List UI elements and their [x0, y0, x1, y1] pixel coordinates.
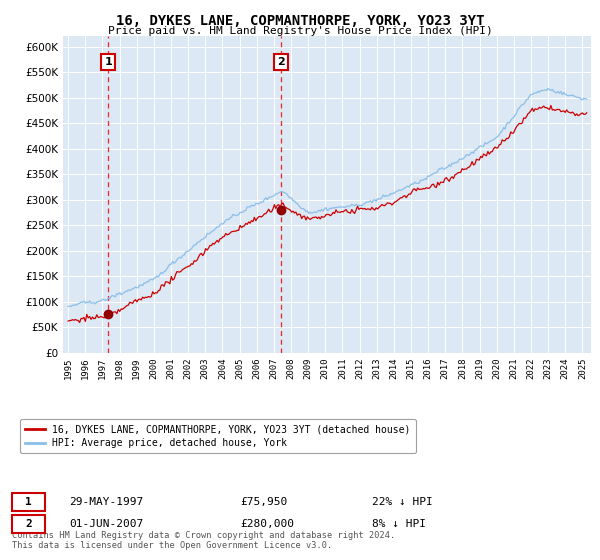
Text: 16, DYKES LANE, COPMANTHORPE, YORK, YO23 3YT: 16, DYKES LANE, COPMANTHORPE, YORK, YO23…	[116, 14, 484, 28]
Text: 8% ↓ HPI: 8% ↓ HPI	[372, 519, 426, 529]
Text: 2: 2	[277, 57, 285, 67]
Text: £280,000: £280,000	[240, 519, 294, 529]
Legend: 16, DYKES LANE, COPMANTHORPE, YORK, YO23 3YT (detached house), HPI: Average pric: 16, DYKES LANE, COPMANTHORPE, YORK, YO23…	[20, 419, 416, 453]
Text: Price paid vs. HM Land Registry's House Price Index (HPI): Price paid vs. HM Land Registry's House …	[107, 26, 493, 36]
Text: 2: 2	[25, 519, 32, 529]
Text: 22% ↓ HPI: 22% ↓ HPI	[372, 497, 433, 507]
Text: 1: 1	[25, 497, 32, 507]
Text: £75,950: £75,950	[240, 497, 287, 507]
Text: Contains HM Land Registry data © Crown copyright and database right 2024.
This d: Contains HM Land Registry data © Crown c…	[12, 530, 395, 550]
Text: 29-MAY-1997: 29-MAY-1997	[69, 497, 143, 507]
Text: 1: 1	[104, 57, 112, 67]
Text: 01-JUN-2007: 01-JUN-2007	[69, 519, 143, 529]
